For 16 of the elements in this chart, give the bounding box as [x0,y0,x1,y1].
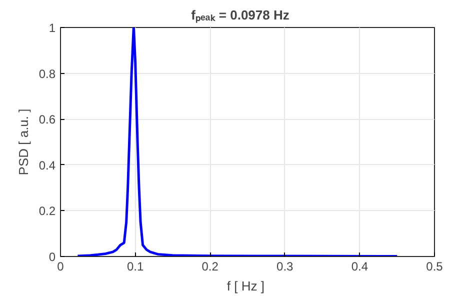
x-tick-label: 0 [57,260,64,274]
x-tick-label: 0.3 [276,260,294,274]
y-tick-label: 0.2 [38,204,56,218]
x-axis-title: f [ Hz ] [226,278,264,294]
line-series [76,28,398,256]
y-tick-label: 0 [48,250,56,264]
y-tick-label: 0.6 [38,112,56,127]
chart-title: fₚₑₐₖ = 0.0978 Hz [191,8,290,24]
x-tick-label: 0.4 [351,260,368,274]
y-axis-title: PSD [ a.u. ] [16,108,31,176]
x-tick-label: 0.5 [426,260,444,274]
y-tick-label: 0.4 [38,158,56,172]
x-tick-label: 0.1 [126,260,144,274]
y-tick-label: 1 [48,21,56,35]
x-tick-label: 0.2 [202,260,219,274]
y-tick-label: 0.8 [38,66,56,81]
